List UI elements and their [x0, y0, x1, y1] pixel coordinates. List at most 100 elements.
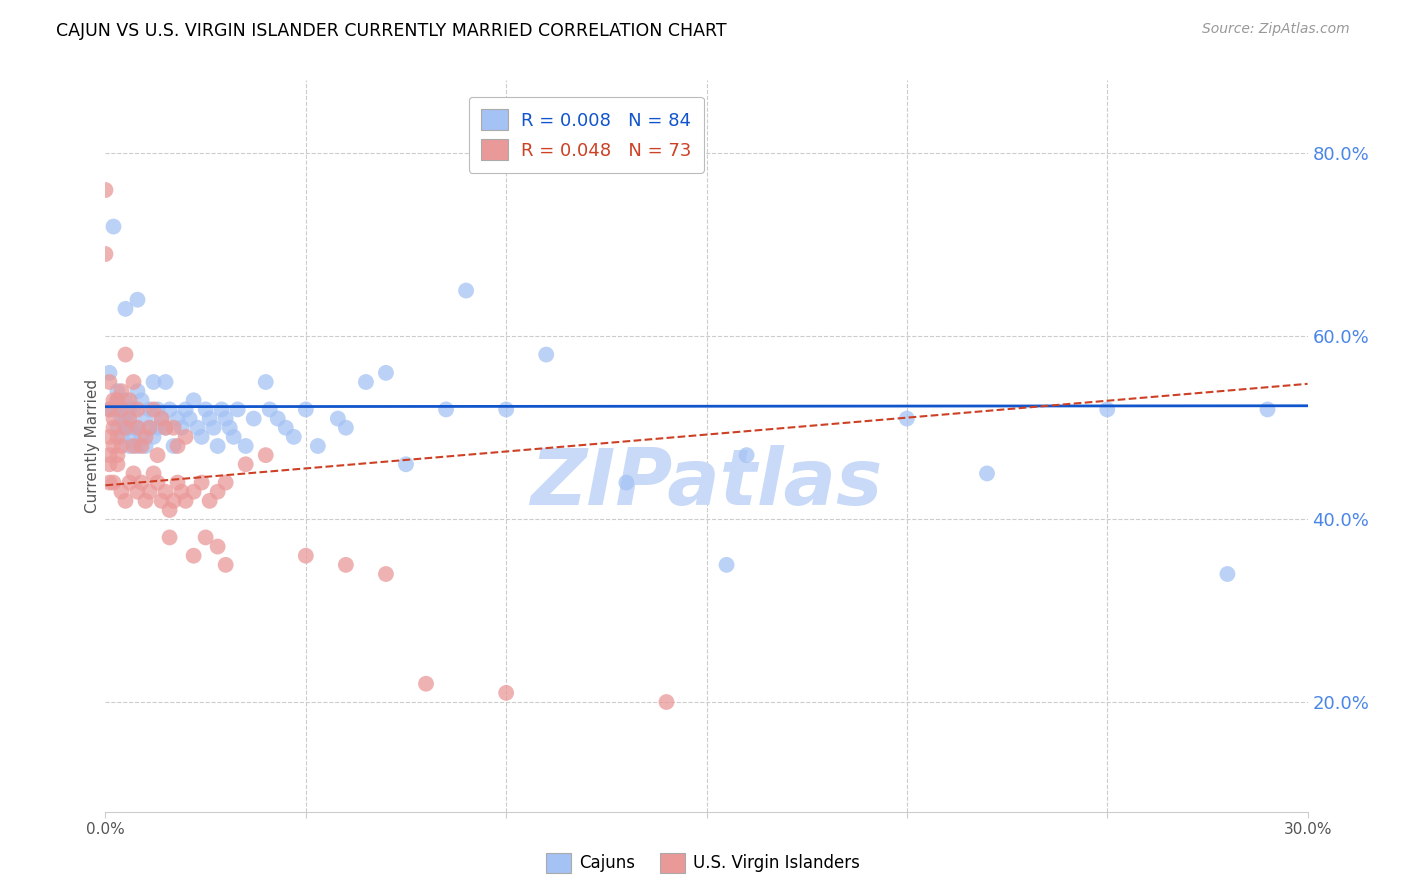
- Text: ZIPatlas: ZIPatlas: [530, 444, 883, 521]
- Point: [135, 411, 157, 425]
- Point: [295, 402, 318, 417]
- Point: [259, 402, 281, 417]
- Point: [159, 530, 181, 544]
- Point: [103, 219, 125, 234]
- Point: [211, 402, 233, 417]
- Point: [138, 421, 160, 435]
- Point: [138, 402, 160, 417]
- Point: [135, 494, 157, 508]
- Point: [98, 430, 121, 444]
- Point: [159, 503, 181, 517]
- Point: [138, 421, 160, 435]
- Point: [118, 421, 141, 435]
- Point: [187, 421, 209, 435]
- Point: [114, 411, 136, 425]
- Point: [207, 540, 229, 554]
- Point: [218, 421, 240, 435]
- Point: [122, 439, 145, 453]
- Point: [254, 448, 277, 462]
- Point: [335, 558, 357, 572]
- Point: [110, 439, 132, 453]
- Point: [122, 402, 145, 417]
- Point: [198, 411, 221, 425]
- Point: [395, 457, 418, 471]
- Point: [94, 183, 117, 197]
- Point: [150, 494, 173, 508]
- Point: [198, 494, 221, 508]
- Point: [110, 402, 132, 417]
- Point: [226, 402, 249, 417]
- Point: [183, 393, 205, 408]
- Point: [98, 402, 121, 417]
- Point: [135, 430, 157, 444]
- Point: [98, 375, 121, 389]
- Point: [131, 430, 153, 444]
- Point: [1097, 402, 1119, 417]
- Point: [131, 393, 153, 408]
- Point: [103, 475, 125, 490]
- Point: [896, 411, 918, 425]
- Point: [114, 301, 136, 316]
- Point: [114, 421, 136, 435]
- Point: [1257, 402, 1279, 417]
- Point: [122, 467, 145, 481]
- Point: [118, 411, 141, 425]
- Point: [162, 494, 184, 508]
- Point: [107, 430, 129, 444]
- Point: [166, 411, 188, 425]
- Point: [295, 549, 318, 563]
- Point: [655, 695, 678, 709]
- Point: [616, 475, 638, 490]
- Point: [174, 402, 197, 417]
- Point: [194, 402, 217, 417]
- Point: [1216, 567, 1239, 582]
- Point: [166, 439, 188, 453]
- Point: [254, 375, 277, 389]
- Point: [103, 393, 125, 408]
- Point: [235, 457, 257, 471]
- Point: [207, 439, 229, 453]
- Point: [107, 384, 129, 398]
- Point: [110, 484, 132, 499]
- Point: [207, 484, 229, 499]
- Point: [716, 558, 738, 572]
- Point: [214, 475, 236, 490]
- Point: [267, 411, 290, 425]
- Point: [307, 439, 329, 453]
- Point: [127, 484, 149, 499]
- Legend: Cajuns, U.S. Virgin Islanders: Cajuns, U.S. Virgin Islanders: [538, 847, 868, 880]
- Point: [283, 430, 305, 444]
- Point: [146, 402, 169, 417]
- Point: [98, 448, 121, 462]
- Point: [107, 421, 129, 435]
- Point: [127, 402, 149, 417]
- Point: [495, 686, 517, 700]
- Point: [202, 421, 225, 435]
- Point: [127, 439, 149, 453]
- Point: [179, 411, 201, 425]
- Point: [155, 421, 177, 435]
- Point: [98, 475, 121, 490]
- Point: [110, 430, 132, 444]
- Point: [98, 402, 121, 417]
- Point: [146, 421, 169, 435]
- Point: [735, 448, 758, 462]
- Point: [214, 411, 236, 425]
- Point: [155, 375, 177, 389]
- Point: [170, 421, 193, 435]
- Point: [150, 411, 173, 425]
- Point: [162, 421, 184, 435]
- Point: [122, 375, 145, 389]
- Point: [127, 384, 149, 398]
- Point: [103, 439, 125, 453]
- Point: [326, 411, 349, 425]
- Point: [103, 421, 125, 435]
- Point: [183, 549, 205, 563]
- Point: [190, 475, 212, 490]
- Point: [118, 475, 141, 490]
- Point: [142, 430, 165, 444]
- Point: [142, 402, 165, 417]
- Point: [118, 393, 141, 408]
- Point: [118, 439, 141, 453]
- Point: [335, 421, 357, 435]
